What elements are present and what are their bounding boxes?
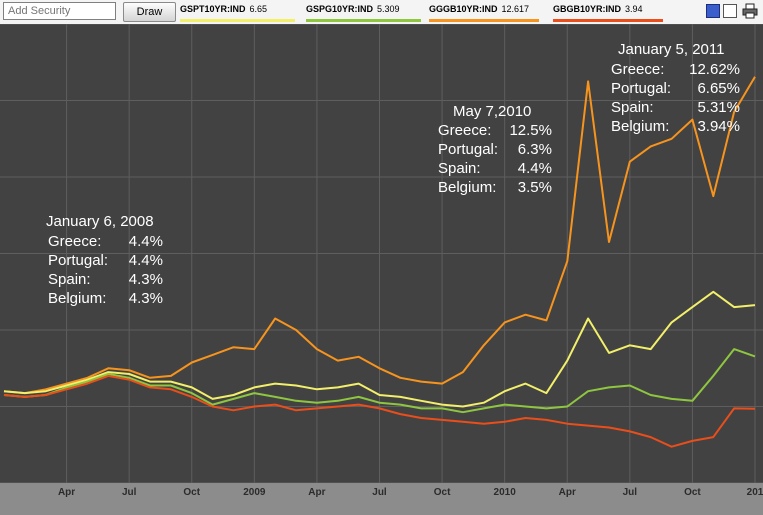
- annotation-value: 5.31%: [697, 99, 740, 116]
- ticker-spain[interactable]: GSPG10YR:IND 5.309: [306, 4, 421, 22]
- ticker-portugal[interactable]: GSPT10YR:IND 6.65: [180, 4, 295, 22]
- annotation-country: Spain:: [438, 160, 481, 177]
- series-line-portugal: [3, 290, 756, 408]
- x-tick-label: Jul: [372, 487, 387, 498]
- annotation-value: 4.4%: [129, 252, 163, 269]
- ticker-color-bar: [306, 19, 421, 22]
- x-tick-label: Oct: [434, 487, 451, 498]
- annotation-country: Belgium:: [48, 290, 106, 307]
- printer-icon[interactable]: [742, 3, 758, 19]
- annotation-country: Portugal:: [48, 252, 108, 269]
- annotation-country: Belgium:: [438, 179, 496, 196]
- x-tick-label: Apr: [58, 487, 75, 498]
- white-square-icon[interactable]: [723, 4, 737, 18]
- annotation-date: January 6, 2008: [46, 213, 154, 230]
- annotations: January 6, 2008 Greece: 4.4% Portugal: 4.4% S…: [46, 41, 740, 307]
- annotation-value: 6.65%: [697, 80, 740, 97]
- series-line-belgium: [3, 374, 756, 448]
- annotation-country: Greece:: [48, 233, 101, 250]
- draw-button[interactable]: Draw: [123, 2, 176, 22]
- annotation-country: Greece:: [611, 61, 664, 78]
- annotation-value: 4.3%: [129, 290, 163, 307]
- x-tick-label: 2010: [494, 487, 517, 498]
- add-security-input[interactable]: [3, 2, 116, 20]
- annotation-box: May 7,2010 Greece: 12.5% Portugal: 6.3% Spain…: [438, 103, 552, 196]
- ticker-symbol: GSPG10YR:IND: [306, 4, 374, 14]
- annotation-value: 4.4%: [129, 233, 163, 250]
- plot-background: [0, 24, 763, 515]
- annotation-value: 12.62%: [689, 61, 740, 78]
- annotation-value: 3.5%: [518, 179, 552, 196]
- bond-yield-chart: Apr Jul Oct 2009 Apr Jul Oct 2010 Apr Jul Oct 201 J…: [0, 24, 763, 515]
- ticker-greece[interactable]: GGGB10YR:IND 12.617: [429, 4, 539, 22]
- annotation-date: January 5, 2011: [618, 41, 724, 58]
- ticker-value: 12.617: [501, 4, 530, 14]
- ticker-symbol: GGGB10YR:IND: [429, 4, 498, 14]
- x-tick-label: Apr: [559, 487, 576, 498]
- x-tick-label: Oct: [684, 487, 701, 498]
- x-tick-label: 201: [747, 487, 763, 498]
- ticker-belgium[interactable]: GBGB10YR:IND 3.94: [553, 4, 663, 22]
- ticker-color-bar: [180, 19, 295, 22]
- series-line-spain: [3, 348, 756, 414]
- ticker-value: 3.94: [625, 4, 643, 14]
- annotation-value: 3.94%: [697, 118, 740, 135]
- annotation-value: 6.3%: [518, 141, 552, 158]
- annotation-value: 4.3%: [129, 271, 163, 288]
- annotation-date: May 7,2010: [453, 103, 531, 120]
- x-tick-label: Jul: [122, 487, 137, 498]
- annotation-country: Spain:: [611, 99, 654, 116]
- x-tick-label: 2009: [243, 487, 266, 498]
- x-tick-label: Oct: [183, 487, 200, 498]
- x-tick-label: Jul: [623, 487, 638, 498]
- annotation-value: 4.4%: [518, 160, 552, 177]
- ticker-value: 6.65: [249, 4, 268, 14]
- annotation-country: Spain:: [48, 271, 91, 288]
- annotation-value: 12.5%: [509, 122, 552, 139]
- annotation-box: January 5, 2011 Greece: 12.62% Portugal: 6.6…: [611, 41, 740, 135]
- annotation-country: Portugal:: [438, 141, 498, 158]
- ticker-value: 5.309: [377, 4, 400, 14]
- annotation-country: Belgium:: [611, 118, 669, 135]
- x-tick-label: Apr: [308, 487, 325, 498]
- ticker-color-bar: [429, 19, 539, 22]
- series-lines: [3, 76, 756, 448]
- annotation-country: Greece:: [438, 122, 491, 139]
- ticker-symbol: GSPT10YR:IND: [180, 4, 246, 14]
- x-axis-band: [0, 483, 763, 515]
- annotation-country: Portugal:: [611, 80, 671, 97]
- series-line-greece: [3, 76, 756, 395]
- blue-square-icon[interactable]: [706, 4, 720, 18]
- annotation-box: January 6, 2008 Greece: 4.4% Portugal: 4.4% S…: [46, 213, 163, 307]
- ticker-color-bar: [553, 19, 663, 22]
- ticker-symbol: GBGB10YR:IND: [553, 4, 622, 14]
